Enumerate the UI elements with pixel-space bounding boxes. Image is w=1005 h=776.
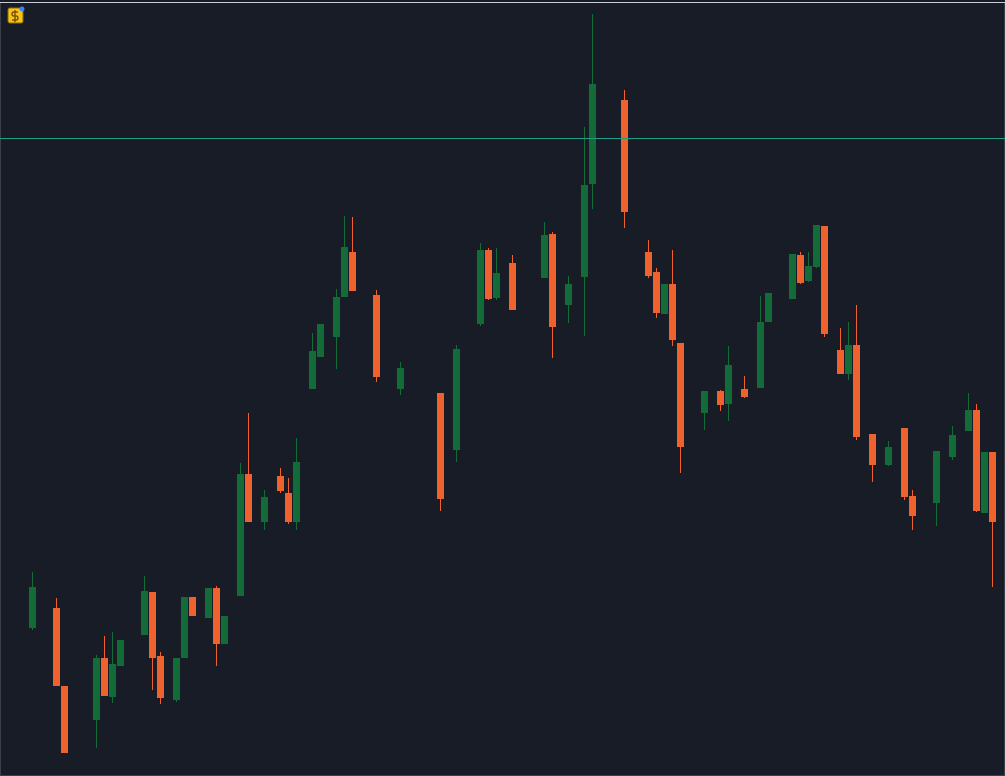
candle-body bbox=[565, 284, 572, 305]
candle-body bbox=[845, 345, 852, 374]
candle-body bbox=[789, 254, 796, 299]
candle-body bbox=[373, 295, 380, 377]
candle-body bbox=[437, 393, 444, 499]
candle-body bbox=[581, 185, 588, 277]
icon-dot bbox=[19, 6, 25, 12]
candle-body bbox=[493, 273, 500, 298]
candle-body bbox=[93, 658, 100, 720]
candle-body bbox=[949, 435, 956, 457]
icon-glyph bbox=[11, 10, 19, 22]
candle-body bbox=[117, 640, 124, 666]
candle-body bbox=[589, 84, 596, 184]
candle-body bbox=[701, 391, 708, 413]
candle-body bbox=[653, 272, 660, 313]
candle-body bbox=[965, 410, 972, 431]
candle-body bbox=[221, 616, 228, 644]
candle-body bbox=[989, 452, 996, 522]
candle-body bbox=[757, 322, 764, 388]
candle-body bbox=[541, 235, 548, 278]
app-icon[interactable] bbox=[7, 6, 25, 24]
candle-body bbox=[973, 410, 980, 511]
candle-body bbox=[261, 497, 268, 522]
candle-body bbox=[621, 100, 628, 212]
candle-body bbox=[933, 451, 940, 503]
candle-body bbox=[245, 474, 252, 522]
candle-body bbox=[101, 658, 108, 696]
candle-body bbox=[669, 284, 676, 340]
candle-body bbox=[317, 324, 324, 357]
candle-body bbox=[661, 284, 668, 314]
candle-body bbox=[837, 350, 844, 374]
candle-body bbox=[509, 263, 516, 310]
candle-body bbox=[853, 345, 860, 437]
candle-body bbox=[477, 250, 484, 324]
candle-body bbox=[213, 588, 220, 644]
candle-body bbox=[645, 252, 652, 276]
candle-body bbox=[765, 293, 772, 322]
candle-body bbox=[237, 474, 244, 596]
candle-body bbox=[157, 656, 164, 698]
candle-body bbox=[149, 592, 156, 658]
candle-body bbox=[173, 658, 180, 700]
candle-body bbox=[205, 588, 212, 618]
candle-body bbox=[333, 297, 340, 337]
candle-body bbox=[53, 608, 60, 686]
candle-body bbox=[341, 247, 348, 297]
candle-body bbox=[869, 434, 876, 465]
candle-body bbox=[61, 686, 68, 753]
candle-body bbox=[741, 389, 748, 397]
candle-body bbox=[453, 349, 460, 450]
candle-body bbox=[885, 447, 892, 465]
candle-body bbox=[141, 591, 148, 635]
candle-body bbox=[181, 597, 188, 658]
candle-body bbox=[293, 462, 300, 522]
candle-body bbox=[277, 476, 284, 491]
candle-body bbox=[309, 351, 316, 389]
candle-body bbox=[285, 493, 292, 522]
candle-body bbox=[901, 428, 908, 497]
candle-body bbox=[813, 225, 820, 267]
candle-body bbox=[797, 255, 804, 283]
candle-body bbox=[29, 587, 36, 628]
candle-body bbox=[549, 234, 556, 327]
candle-body bbox=[725, 365, 732, 404]
candle-body bbox=[677, 343, 684, 447]
candle-body bbox=[805, 266, 812, 281]
candle-body bbox=[485, 250, 492, 299]
candle-body bbox=[349, 252, 356, 291]
candle-body bbox=[109, 664, 116, 697]
plot-area bbox=[0, 14, 1005, 753]
candle-body bbox=[981, 452, 988, 513]
candle-body bbox=[397, 368, 404, 389]
candle-body bbox=[821, 226, 828, 334]
candle-body bbox=[909, 496, 916, 516]
candle-body bbox=[189, 597, 196, 616]
candle-body bbox=[717, 391, 724, 405]
